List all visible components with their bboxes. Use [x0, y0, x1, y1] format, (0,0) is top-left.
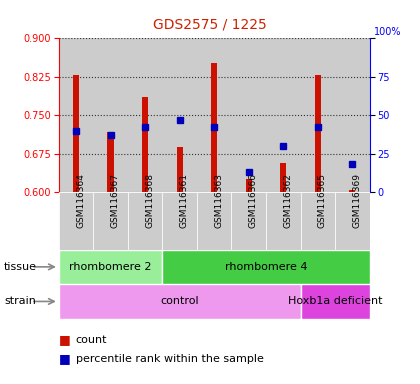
Bar — [108, 132, 114, 192]
Bar — [301, 38, 335, 192]
Bar — [197, 38, 231, 192]
Text: strain: strain — [4, 296, 36, 306]
Bar — [231, 38, 266, 192]
Text: GSM116366: GSM116366 — [249, 173, 258, 228]
Text: GDS2575 / 1225: GDS2575 / 1225 — [153, 17, 267, 31]
Bar — [128, 38, 163, 192]
Bar — [59, 38, 93, 192]
Bar — [128, 192, 163, 250]
Bar — [266, 38, 301, 192]
Bar — [335, 38, 370, 192]
Bar — [280, 163, 286, 192]
Text: GSM116369: GSM116369 — [352, 173, 361, 228]
Bar — [59, 250, 163, 284]
Bar — [73, 75, 79, 192]
Text: ■: ■ — [59, 333, 71, 346]
Bar — [211, 63, 217, 192]
Bar — [59, 192, 93, 250]
Text: control: control — [160, 296, 199, 306]
Text: Hoxb1a deficient: Hoxb1a deficient — [288, 296, 382, 306]
Bar — [266, 192, 301, 250]
Text: 100%: 100% — [374, 27, 401, 37]
Text: GSM116367: GSM116367 — [110, 173, 120, 228]
Bar — [315, 75, 321, 192]
Text: GSM116368: GSM116368 — [145, 173, 154, 228]
Bar — [163, 192, 197, 250]
Text: rhombomere 2: rhombomere 2 — [69, 262, 152, 272]
Text: GSM116363: GSM116363 — [214, 173, 223, 228]
Bar — [335, 192, 370, 250]
Bar — [231, 192, 266, 250]
Text: percentile rank within the sample: percentile rank within the sample — [76, 354, 263, 364]
Bar — [301, 284, 370, 319]
Bar — [301, 192, 335, 250]
Bar — [59, 284, 301, 319]
Bar — [197, 192, 231, 250]
Text: GSM116365: GSM116365 — [318, 173, 327, 228]
Bar — [176, 147, 183, 192]
Text: tissue: tissue — [4, 262, 37, 272]
Text: count: count — [76, 335, 107, 345]
Bar — [93, 192, 128, 250]
Text: rhombomere 4: rhombomere 4 — [225, 262, 307, 272]
Text: GSM116364: GSM116364 — [76, 173, 85, 228]
Text: GSM116362: GSM116362 — [283, 173, 292, 228]
Bar — [163, 250, 370, 284]
Bar — [246, 179, 252, 192]
Bar — [163, 38, 197, 192]
Text: GSM116361: GSM116361 — [180, 173, 189, 228]
Bar — [349, 190, 355, 192]
Bar — [93, 38, 128, 192]
Bar — [142, 97, 148, 192]
Text: ■: ■ — [59, 353, 71, 366]
